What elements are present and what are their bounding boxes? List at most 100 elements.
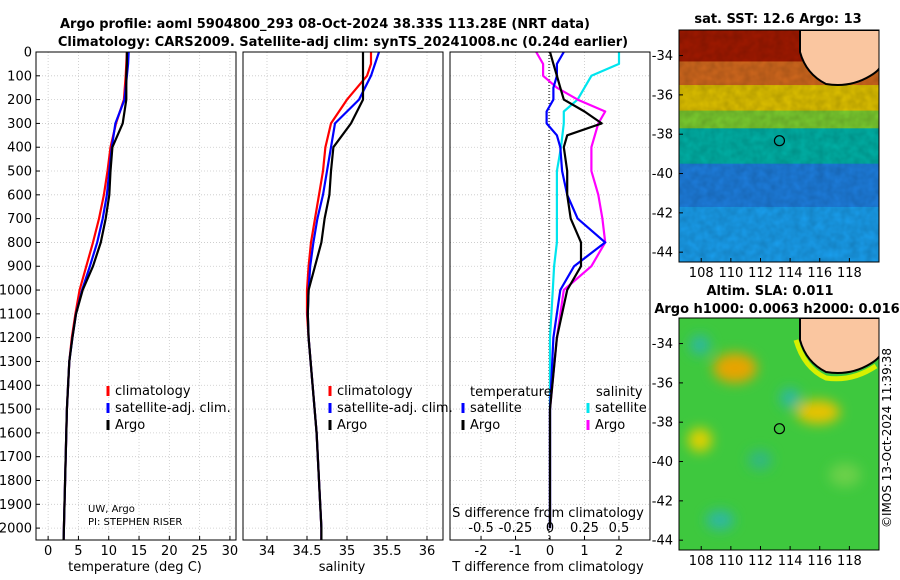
lat-tick-label: -34 xyxy=(652,49,673,64)
sst-map-frame xyxy=(678,29,880,263)
satellite-adj-clim--line xyxy=(62,51,130,541)
s-tick-label: -0.5 xyxy=(468,521,493,536)
depth-tick-label: 1100 xyxy=(0,307,32,322)
depth-tick-label: 0 xyxy=(24,46,32,61)
legend-label: climatology xyxy=(337,384,413,399)
depth-tick-label: 1300 xyxy=(0,355,32,370)
t-tick-label: -1 xyxy=(509,544,522,559)
lat-tick-label: -38 xyxy=(652,416,673,431)
sla-eddy-positive xyxy=(713,353,757,383)
sla-argo-marker xyxy=(773,423,786,435)
lon-tick-label: 116 xyxy=(807,266,832,281)
legend-temperature-title: temperature xyxy=(470,385,552,400)
salinity-panel: 34 34.5 35 35.5 36 salinity climatology satel… xyxy=(242,51,453,575)
x-tick-label: 10 xyxy=(100,544,117,559)
legend-label: Argo xyxy=(115,418,145,433)
argo-line xyxy=(306,52,365,540)
lon-tick-label: 118 xyxy=(837,266,862,281)
lon-tick-label: 114 xyxy=(778,266,803,281)
sla-coastal-high xyxy=(793,339,878,382)
sla-eddy xyxy=(829,463,861,487)
sla-map-frame xyxy=(678,317,880,551)
depth-tick-label: 1700 xyxy=(0,450,32,465)
depth-tick-label: 1900 xyxy=(0,498,32,513)
lon-tick-label: 118 xyxy=(837,554,862,569)
x-tick-label: 30 xyxy=(222,544,239,559)
s-tick-label: 0.25 xyxy=(570,521,599,536)
depth-tick-label: 400 xyxy=(7,141,32,156)
sla-map-title-line2: Argo h1000: 0.0063 h2000: 0.016 xyxy=(654,302,899,317)
depth-tick-label: 1600 xyxy=(0,426,32,441)
temperature-argo-line xyxy=(548,51,603,529)
sla-eddy-positive xyxy=(688,428,712,452)
argo-line xyxy=(62,52,129,541)
climatology-line xyxy=(305,52,373,540)
imos-watermark: ©IMOS 13-Oct-2024 11:39:38 xyxy=(880,348,894,528)
x-tick-label: 25 xyxy=(191,544,208,559)
t-difference-label: T difference from climatology xyxy=(451,560,644,575)
credit-line2: PI: STEPHEN RISER xyxy=(88,517,182,528)
x-tick-label: 35 xyxy=(339,544,356,559)
temperature-panel: 0100200300400500600700800900100011001200… xyxy=(0,46,238,576)
x-tick-label: 34 xyxy=(259,544,276,559)
sst-argo-marker xyxy=(773,135,786,147)
s-difference-label: S difference from climatology xyxy=(452,506,644,521)
x-tick-label: 35.5 xyxy=(373,544,402,559)
legend-label: satellite xyxy=(470,401,522,416)
lon-tick-label: 112 xyxy=(748,554,773,569)
depth-tick-label: 900 xyxy=(7,260,32,275)
lat-tick-label: -40 xyxy=(652,167,673,182)
x-tick-label: 15 xyxy=(131,544,148,559)
legend-label: Argo xyxy=(470,418,500,433)
x-tick-label: 34.5 xyxy=(293,544,322,559)
temperature-satellite-line xyxy=(545,51,607,529)
depth-tick-label: 300 xyxy=(7,117,32,132)
x-tick-label: 0 xyxy=(44,544,52,559)
lat-tick-label: -34 xyxy=(652,337,673,352)
sst-map-panel: sat. SST: 12.6 Argo: 13 108 110 112 114 116 1… xyxy=(652,12,880,281)
x-tick-label: 20 xyxy=(161,544,178,559)
lon-tick-label: 110 xyxy=(718,266,743,281)
t-tick-label: 2 xyxy=(615,544,623,559)
legend-label: climatology xyxy=(115,384,191,399)
depth-tick-label: 700 xyxy=(7,212,32,227)
lat-tick-label: -44 xyxy=(652,534,673,549)
legend-salinity-title: salinity xyxy=(596,385,643,400)
salinity-axes-frame xyxy=(242,51,444,541)
legend-label: Argo xyxy=(595,418,625,433)
temperature-xlabel: temperature (deg C) xyxy=(68,560,202,575)
sla-eddy-positive xyxy=(796,400,840,424)
lon-tick-label: 116 xyxy=(807,554,832,569)
legend-label: Argo xyxy=(337,418,367,433)
lat-tick-label: -38 xyxy=(652,128,673,143)
lon-tick-label: 108 xyxy=(689,266,714,281)
x-tick-label: 5 xyxy=(74,544,82,559)
lat-tick-label: -42 xyxy=(652,206,673,221)
depth-tick-label: 2000 xyxy=(0,522,32,537)
t-tick-label: 0 xyxy=(546,544,554,559)
climatology-line xyxy=(62,51,128,541)
sla-eddy-negative xyxy=(706,510,734,530)
legend-label: satellite xyxy=(595,401,647,416)
lon-tick-label: 108 xyxy=(689,554,714,569)
sla-eddy-negative xyxy=(780,388,800,408)
salinity-argo-line xyxy=(535,51,607,529)
lon-tick-label: 110 xyxy=(718,554,743,569)
depth-tick-label: 100 xyxy=(7,69,32,84)
salinity-satellite-line xyxy=(548,52,621,529)
depth-tick-label: 1400 xyxy=(0,379,32,394)
difference-panel: -2 -1 0 1 2 -0.5 -0.25 0 0.25 0.5 S difference f… xyxy=(449,51,651,575)
depth-tick-label: 1200 xyxy=(0,331,32,346)
figure-title-line1: Argo profile: aoml 5904800_293 08-Oct-20… xyxy=(60,17,590,32)
sla-map-panel: Altim. SLA: 0.011 Argo h1000: 0.0063 h20… xyxy=(652,284,900,569)
sst-map-title: sat. SST: 12.6 Argo: 13 xyxy=(694,12,861,27)
t-tick-label: 1 xyxy=(580,544,588,559)
temperature-axes-frame xyxy=(35,51,237,541)
depth-tick-label: 800 xyxy=(7,236,32,251)
depth-tick-label: 600 xyxy=(7,188,32,203)
lon-tick-label: 114 xyxy=(778,554,803,569)
t-tick-label: -2 xyxy=(475,544,488,559)
depth-tick-label: 200 xyxy=(7,93,32,108)
legend-label: satellite-adj. clim. xyxy=(115,401,231,416)
lat-tick-label: -36 xyxy=(652,376,673,391)
